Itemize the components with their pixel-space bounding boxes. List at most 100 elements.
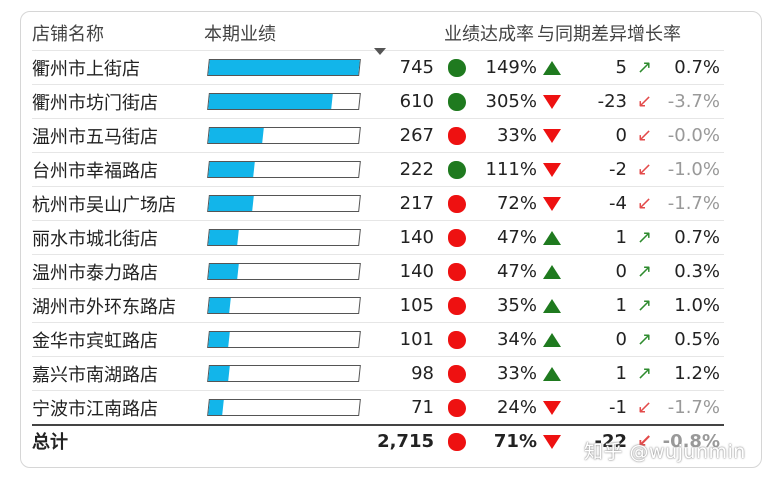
status-red-icon xyxy=(448,195,466,213)
performance-value: 745 xyxy=(372,50,442,85)
achievement-value: 34% xyxy=(472,322,537,357)
performance-bar-cell xyxy=(204,288,372,323)
store-name: 衢州市坊门街店 xyxy=(32,84,204,119)
arrow-up-icon: ↗ xyxy=(636,227,653,248)
arrow-up-icon: ↗ xyxy=(636,261,653,282)
growth-rate-value: 1.0% xyxy=(662,288,724,323)
header-row: 店铺名称 本期业绩 业绩达成率 与同期差异 增长率 xyxy=(32,20,724,55)
performance-bar-cell xyxy=(204,84,372,119)
performance-bar-fill xyxy=(208,332,231,347)
performance-value: 101 xyxy=(372,322,442,357)
status-cell xyxy=(442,390,472,425)
trend-cell xyxy=(537,288,567,323)
performance-bar xyxy=(207,59,361,76)
table-row[interactable]: 金华市宾虹路店 101 34% 0 ↗ 0.5% xyxy=(32,322,724,357)
store-name: 宁波市江南路店 xyxy=(32,390,204,425)
performance-bar-fill xyxy=(208,94,333,109)
table-row[interactable]: 嘉兴市南湖路店 98 33% 1 ↗ 1.2% xyxy=(32,356,724,391)
performance-value: 610 xyxy=(372,84,442,119)
growth-rate-value: 0.3% xyxy=(662,254,724,289)
triangle-up-icon xyxy=(543,61,561,75)
achievement-value: 47% xyxy=(472,220,537,255)
growth-rate-value: 0.5% xyxy=(662,322,724,357)
performance-bar xyxy=(207,127,361,144)
store-name: 衢州市上街店 xyxy=(32,50,204,85)
performance-bar-cell xyxy=(204,322,372,357)
growth-arrow-cell: ↗ xyxy=(627,254,662,289)
status-red-icon xyxy=(448,365,466,383)
triangle-down-icon xyxy=(543,95,561,109)
growth-arrow-cell: ↙ xyxy=(627,152,662,187)
table-row[interactable]: 衢州市坊门街店 610 305% -23 ↙ -3.7% xyxy=(32,84,724,119)
performance-value: 217 xyxy=(372,186,442,221)
total-row[interactable]: 总计 2,715 71% -22 ↙ -0.8% xyxy=(32,424,724,456)
performance-bar-cell xyxy=(204,50,372,85)
header-performance[interactable]: 本期业绩 xyxy=(204,20,442,55)
trend-cell xyxy=(537,390,567,425)
performance-bar-fill xyxy=(208,400,225,415)
performance-value: 71 xyxy=(372,390,442,425)
triangle-up-icon xyxy=(543,231,561,245)
store-name: 台州市幸福路店 xyxy=(32,152,204,187)
achievement-value: 71% xyxy=(472,424,537,456)
table-row[interactable]: 丽水市城北街店 140 47% 1 ↗ 0.7% xyxy=(32,220,724,255)
store-name: 温州市泰力路店 xyxy=(32,254,204,289)
trend-cell xyxy=(537,152,567,187)
table-row[interactable]: 杭州市吴山广场店 217 72% -4 ↙ -1.7% xyxy=(32,186,724,221)
performance-value: 140 xyxy=(372,220,442,255)
performance-value: 140 xyxy=(372,254,442,289)
status-red-icon xyxy=(448,297,466,315)
growth-arrow-cell: ↙ xyxy=(627,118,662,153)
trend-cell xyxy=(537,254,567,289)
triangle-up-icon xyxy=(543,367,561,381)
growth-rate-value: -0.0% xyxy=(662,118,724,153)
status-cell xyxy=(442,50,472,85)
status-cell xyxy=(442,152,472,187)
achievement-value: 47% xyxy=(472,254,537,289)
achievement-value: 24% xyxy=(472,390,537,425)
status-red-icon xyxy=(448,399,466,417)
achievement-value: 149% xyxy=(472,50,537,85)
performance-bar-cell xyxy=(204,186,372,221)
table-row[interactable]: 衢州市上街店 745 149% 5 ↗ 0.7% xyxy=(32,50,724,85)
performance-bar-fill xyxy=(208,366,230,381)
status-green-icon xyxy=(448,59,466,77)
triangle-down-icon xyxy=(543,163,561,177)
triangle-up-icon xyxy=(543,333,561,347)
status-cell xyxy=(442,288,472,323)
header-store[interactable]: 店铺名称 xyxy=(32,24,104,45)
growth-rate-value: -3.7% xyxy=(662,84,724,119)
performance-bar xyxy=(207,263,361,280)
diff-value: 1 xyxy=(567,220,627,255)
growth-rate-value: -1.7% xyxy=(662,186,724,221)
table-row[interactable]: 温州市五马街店 267 33% 0 ↙ -0.0% xyxy=(32,118,724,153)
store-name: 嘉兴市南湖路店 xyxy=(32,356,204,391)
performance-bar-cell xyxy=(204,220,372,255)
performance-value: 105 xyxy=(372,288,442,323)
growth-arrow-cell: ↗ xyxy=(627,220,662,255)
achievement-value: 35% xyxy=(472,288,537,323)
table-row[interactable]: 台州市幸福路店 222 111% -2 ↙ -1.0% xyxy=(32,152,724,187)
status-green-icon xyxy=(448,93,466,111)
table-row[interactable]: 温州市泰力路店 140 47% 0 ↗ 0.3% xyxy=(32,254,724,289)
header-yoy-diff[interactable]: 与同期差异 xyxy=(537,24,627,45)
performance-bar-fill xyxy=(208,60,360,75)
arrow-up-icon: ↗ xyxy=(636,57,653,78)
arrow-down-icon: ↙ xyxy=(636,193,653,214)
status-cell xyxy=(442,186,472,221)
header-growth[interactable]: 增长率 xyxy=(627,24,681,45)
status-cell xyxy=(442,254,472,289)
table-row[interactable]: 宁波市江南路店 71 24% -1 ↙ -1.7% xyxy=(32,390,724,425)
arrow-down-icon: ↙ xyxy=(636,397,653,418)
status-red-icon xyxy=(448,229,466,247)
header-achievement[interactable]: 业绩达成率 xyxy=(444,24,534,45)
store-name: 温州市五马街店 xyxy=(32,118,204,153)
store-performance-table: 店铺名称 本期业绩 业绩达成率 与同期差异 增长率 衢州市上街店 745 149% 5… xyxy=(32,20,724,456)
table-row[interactable]: 湖州市外环东路店 105 35% 1 ↗ 1.0% xyxy=(32,288,724,323)
sort-desc-icon[interactable] xyxy=(374,48,386,55)
performance-bar xyxy=(207,161,361,178)
status-cell xyxy=(442,220,472,255)
status-cell xyxy=(442,118,472,153)
performance-value: 98 xyxy=(372,356,442,391)
performance-bar-fill xyxy=(208,264,239,279)
